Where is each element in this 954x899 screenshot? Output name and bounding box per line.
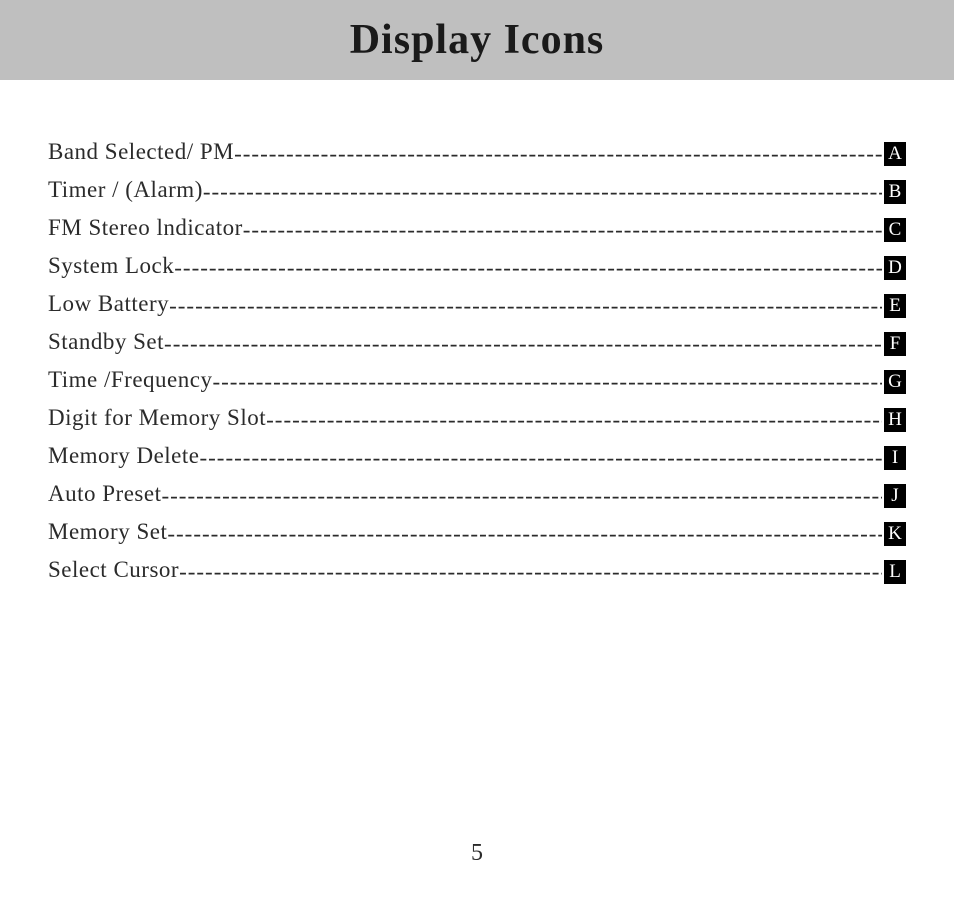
- item-label: Auto Preset: [48, 482, 161, 505]
- item-label: FM Stereo lndicator: [48, 216, 243, 239]
- item-tag: A: [884, 142, 906, 166]
- page-number: 5: [0, 840, 954, 867]
- leader-dashes: [174, 256, 882, 279]
- list-item: Memory Set K: [48, 520, 906, 546]
- item-tag: L: [884, 560, 906, 584]
- item-label: Memory Delete: [48, 444, 199, 467]
- item-tag: G: [884, 370, 906, 394]
- header-bar: Display Icons: [0, 0, 954, 80]
- list-item: FM Stereo lndicator C: [48, 216, 906, 242]
- leader-dashes: [167, 522, 882, 545]
- icon-legend-list: Band Selected/ PM A Timer / (Alarm) B FM…: [0, 80, 954, 584]
- item-tag: C: [884, 218, 906, 242]
- item-tag: I: [884, 446, 906, 470]
- item-label: Digit for Memory Slot: [48, 406, 266, 429]
- page-title: Display Icons: [350, 16, 605, 64]
- list-item: System Lock D: [48, 254, 906, 280]
- item-label: System Lock: [48, 254, 174, 277]
- leader-dashes: [179, 560, 882, 583]
- item-label: Time /Frequency: [48, 368, 212, 391]
- list-item: Standby Set F: [48, 330, 906, 356]
- item-tag: K: [884, 522, 906, 546]
- leader-dashes: [199, 446, 882, 469]
- leader-dashes: [169, 294, 882, 317]
- item-label: Standby Set: [48, 330, 164, 353]
- list-item: Digit for Memory Slot H: [48, 406, 906, 432]
- leader-dashes: [234, 142, 882, 165]
- item-tag: F: [884, 332, 906, 356]
- item-label: Memory Set: [48, 520, 167, 543]
- list-item: Auto Preset J: [48, 482, 906, 508]
- item-label: Low Battery: [48, 292, 169, 315]
- leader-dashes: [203, 180, 882, 203]
- list-item: Memory Delete I: [48, 444, 906, 470]
- item-label: Band Selected/ PM: [48, 140, 234, 163]
- item-tag: D: [884, 256, 906, 280]
- item-label: Timer / (Alarm): [48, 178, 203, 201]
- leader-dashes: [243, 218, 882, 241]
- list-item: Low Battery E: [48, 292, 906, 318]
- item-tag: B: [884, 180, 906, 204]
- item-label: Select Cursor: [48, 558, 179, 581]
- list-item: Timer / (Alarm) B: [48, 178, 906, 204]
- leader-dashes: [164, 332, 882, 355]
- item-tag: J: [884, 484, 906, 508]
- list-item: Time /Frequency G: [48, 368, 906, 394]
- list-item: Band Selected/ PM A: [48, 140, 906, 166]
- leader-dashes: [161, 484, 882, 507]
- list-item: Select Cursor L: [48, 558, 906, 584]
- leader-dashes: [266, 408, 882, 431]
- leader-dashes: [212, 370, 882, 393]
- item-tag: H: [884, 408, 906, 432]
- item-tag: E: [884, 294, 906, 318]
